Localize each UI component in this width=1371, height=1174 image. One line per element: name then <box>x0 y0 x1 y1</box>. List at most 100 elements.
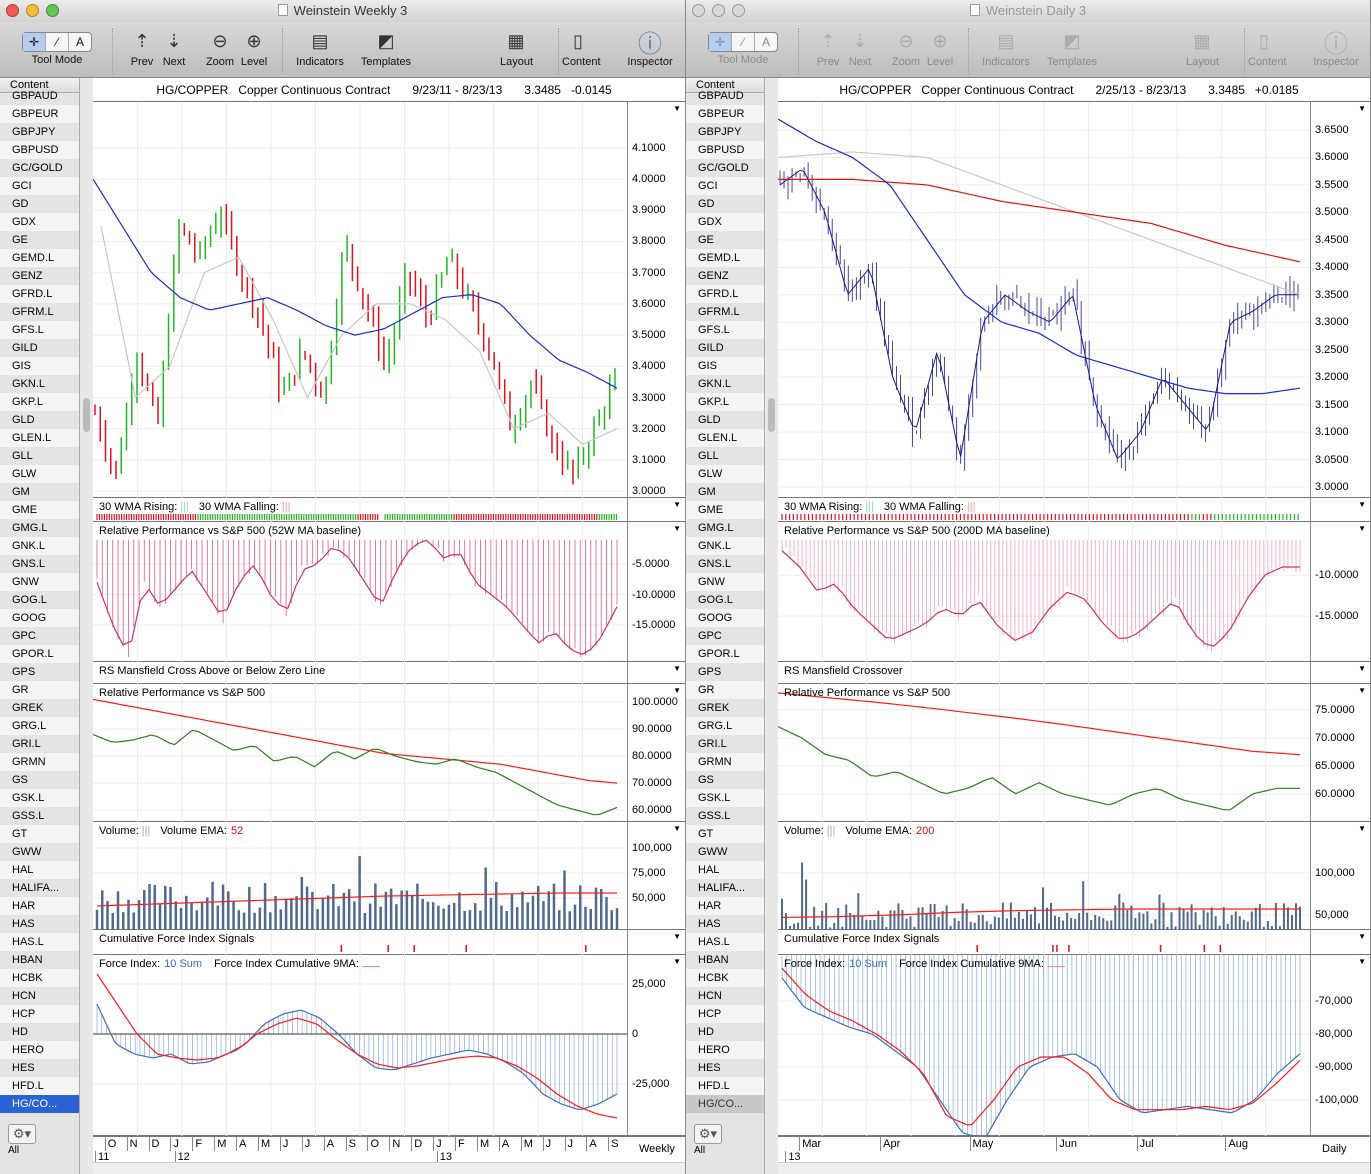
symbol-list-item[interactable]: GM <box>698 486 716 498</box>
symbol-list-item[interactable]: HFD.L <box>0 1077 79 1095</box>
relative-performance-panel-menu-arrow[interactable]: ▼ <box>673 686 681 695</box>
symbol-list-item[interactable]: GBPJPY <box>12 126 56 138</box>
symbol-list-item[interactable]: GILD <box>12 342 38 354</box>
symbol-list-item[interactable]: GBPUSD <box>0 141 79 159</box>
symbol-list-item[interactable]: HES <box>12 1062 35 1074</box>
line-tool-button[interactable]: ∕ <box>46 33 69 51</box>
symbol-list-item[interactable]: GREK <box>12 702 44 714</box>
symbol-list-item[interactable]: HCP <box>0 1005 79 1023</box>
symbol-list-item[interactable]: GNK.L <box>0 537 79 555</box>
symbol-list-item[interactable]: HBAN <box>698 954 729 966</box>
symbol-list-item[interactable]: GKN.L <box>698 378 732 390</box>
rs-mansfield-panel-plot[interactable] <box>93 662 627 684</box>
wma-signal-panel-menu-arrow[interactable]: ▼ <box>1358 500 1366 509</box>
horizontal-scrollbar[interactable] <box>778 1162 1370 1174</box>
symbol-list-item[interactable]: HCBK <box>686 969 764 987</box>
symbol-list-item[interactable]: HAL <box>0 861 79 879</box>
gear-menu-button[interactable]: ⚙▾ <box>8 1124 36 1144</box>
relative-performance-baseline-panel-menu-arrow[interactable]: ▼ <box>673 524 681 533</box>
text-tool-button[interactable]: A <box>75 35 84 49</box>
layout-button[interactable]: ▦ Layout <box>1186 26 1219 69</box>
symbol-list-item[interactable]: GIS <box>0 357 79 375</box>
symbol-list-item[interactable]: HAS.L <box>686 933 764 951</box>
symbol-list-item[interactable]: GKP.L <box>686 393 764 411</box>
symbol-list-item[interactable]: GNS.L <box>698 558 732 570</box>
relative-performance-panel-plot[interactable] <box>93 684 627 822</box>
relative-performance-baseline-panel-menu-arrow[interactable]: ▼ <box>1358 524 1366 533</box>
symbol-list-item[interactable]: GFRM.L <box>698 306 740 318</box>
splitter-handle[interactable] <box>768 398 775 432</box>
zoom-window-button[interactable] <box>46 4 59 17</box>
symbol-list-item[interactable]: GLD <box>12 414 35 426</box>
symbol-list-item[interactable]: GLL <box>698 450 719 462</box>
symbol-list-item[interactable]: GFS.L <box>686 321 764 339</box>
symbol-list-item[interactable]: GRI.L <box>12 738 41 750</box>
text-tool-button[interactable]: A <box>761 35 770 49</box>
wma-signal-panel-plot[interactable] <box>778 498 1310 522</box>
indicators-button[interactable]: ▤ Indicators <box>976 26 1036 69</box>
symbol-list-item[interactable]: GRMN <box>0 753 79 771</box>
symbol-list-item[interactable]: HFD.L <box>686 1077 764 1095</box>
symbol-list-item[interactable]: GNS.L <box>12 558 46 570</box>
symbol-list-item[interactable]: GBPUSD <box>686 141 764 159</box>
symbol-list-item[interactable]: GNW <box>686 573 764 591</box>
symbol-list-item[interactable]: GPS <box>12 666 36 678</box>
symbol-list-item[interactable]: GMG.L <box>698 522 734 534</box>
symbol-list[interactable]: GBPAUD GBPEUR GBPJPY GBPUSD GC/GOLD GCI GD GDX G… <box>686 87 764 1113</box>
symbol-list-item[interactable]: GCI <box>686 177 764 195</box>
period-selector[interactable]: Daily <box>1322 1143 1347 1155</box>
tool-mode-segmented[interactable]: ✛ ∕ A <box>708 32 778 52</box>
symbol-list-item[interactable]: GBPEUR <box>686 105 764 123</box>
symbol-list-item[interactable]: HERO <box>686 1041 764 1059</box>
symbol-list-item[interactable]: GLD <box>698 414 721 426</box>
rs-mansfield-panel-plot[interactable] <box>778 662 1310 684</box>
symbol-list-item[interactable]: GEMD.L <box>0 249 79 267</box>
symbol-list-item[interactable]: GSK.L <box>686 789 764 807</box>
price-panel-menu-arrow[interactable]: ▼ <box>673 104 681 113</box>
wma-signal-panel-menu-arrow[interactable]: ▼ <box>673 500 681 509</box>
inspector-button[interactable]: ⓘ Inspector <box>620 26 680 69</box>
tool-mode-segmented[interactable]: ✛ ∕ A <box>22 32 92 52</box>
symbol-list-item[interactable]: HD <box>12 1026 28 1038</box>
symbol-list-item[interactable]: GIS <box>686 357 764 375</box>
symbol-list-item[interactable]: GEMD.L <box>686 249 764 267</box>
symbol-list-item[interactable]: GKN.L <box>12 378 46 390</box>
symbol-list-item[interactable]: GSK.L <box>0 789 79 807</box>
inspector-button[interactable]: ⓘ Inspector <box>1306 26 1366 69</box>
symbol-list-item[interactable]: GME <box>0 501 79 519</box>
all-filter-label[interactable]: All <box>694 1145 706 1156</box>
volume-panel-plot[interactable] <box>778 822 1310 930</box>
line-tool-button[interactable]: ∕ <box>732 33 755 51</box>
symbol-list-item[interactable]: GS <box>698 774 714 786</box>
volume-panel-menu-arrow[interactable]: ▼ <box>673 824 681 833</box>
symbol-list-item[interactable]: HAL <box>686 861 764 879</box>
symbol-list-item[interactable]: GLW <box>686 465 764 483</box>
sidebar-splitter[interactable] <box>80 78 93 1174</box>
symbol-list-item[interactable]: GCI <box>0 177 79 195</box>
gear-menu-button[interactable]: ⚙▾ <box>694 1124 722 1144</box>
symbol-list-item[interactable]: GLW <box>0 465 79 483</box>
symbol-list-item[interactable]: GPOR.L <box>686 645 764 663</box>
relative-performance-panel-menu-arrow[interactable]: ▼ <box>1358 686 1366 695</box>
symbol-list-item[interactable]: GNW <box>0 573 79 591</box>
symbol-list-item[interactable]: GBPAUD <box>698 90 744 102</box>
symbol-list-item[interactable]: GREK <box>698 702 730 714</box>
symbol-list-item[interactable]: GBPAUD <box>12 90 58 102</box>
crosshair-tool-button[interactable]: ✛ <box>709 33 732 51</box>
indicators-button[interactable]: ▤ Indicators <box>290 26 350 69</box>
symbol-list-item[interactable]: HAR <box>0 897 79 915</box>
horizontal-scrollbar[interactable] <box>93 1162 685 1174</box>
symbol-list-item[interactable]: HG/CO... <box>0 1095 79 1113</box>
layout-button[interactable]: ▦ Layout <box>500 26 533 69</box>
symbol-list-item[interactable]: GPS <box>698 666 722 678</box>
force-index-panel-plot[interactable] <box>778 955 1310 1136</box>
symbol-list-item[interactable]: GE <box>698 234 714 246</box>
symbol-list[interactable]: GBPAUD GBPEUR GBPJPY GBPUSD GC/GOLD GCI GD GDX G… <box>0 87 79 1113</box>
volume-panel-menu-arrow[interactable]: ▼ <box>1358 824 1366 833</box>
symbol-list-item[interactable]: HD <box>698 1026 714 1038</box>
level-button[interactable]: ⊕ Level <box>238 26 270 69</box>
close-window-button[interactable] <box>692 4 705 17</box>
symbol-list-item[interactable]: GS <box>12 774 28 786</box>
symbol-list-item[interactable]: HAS <box>12 918 35 930</box>
force-index-panel-menu-arrow[interactable]: ▼ <box>673 957 681 966</box>
